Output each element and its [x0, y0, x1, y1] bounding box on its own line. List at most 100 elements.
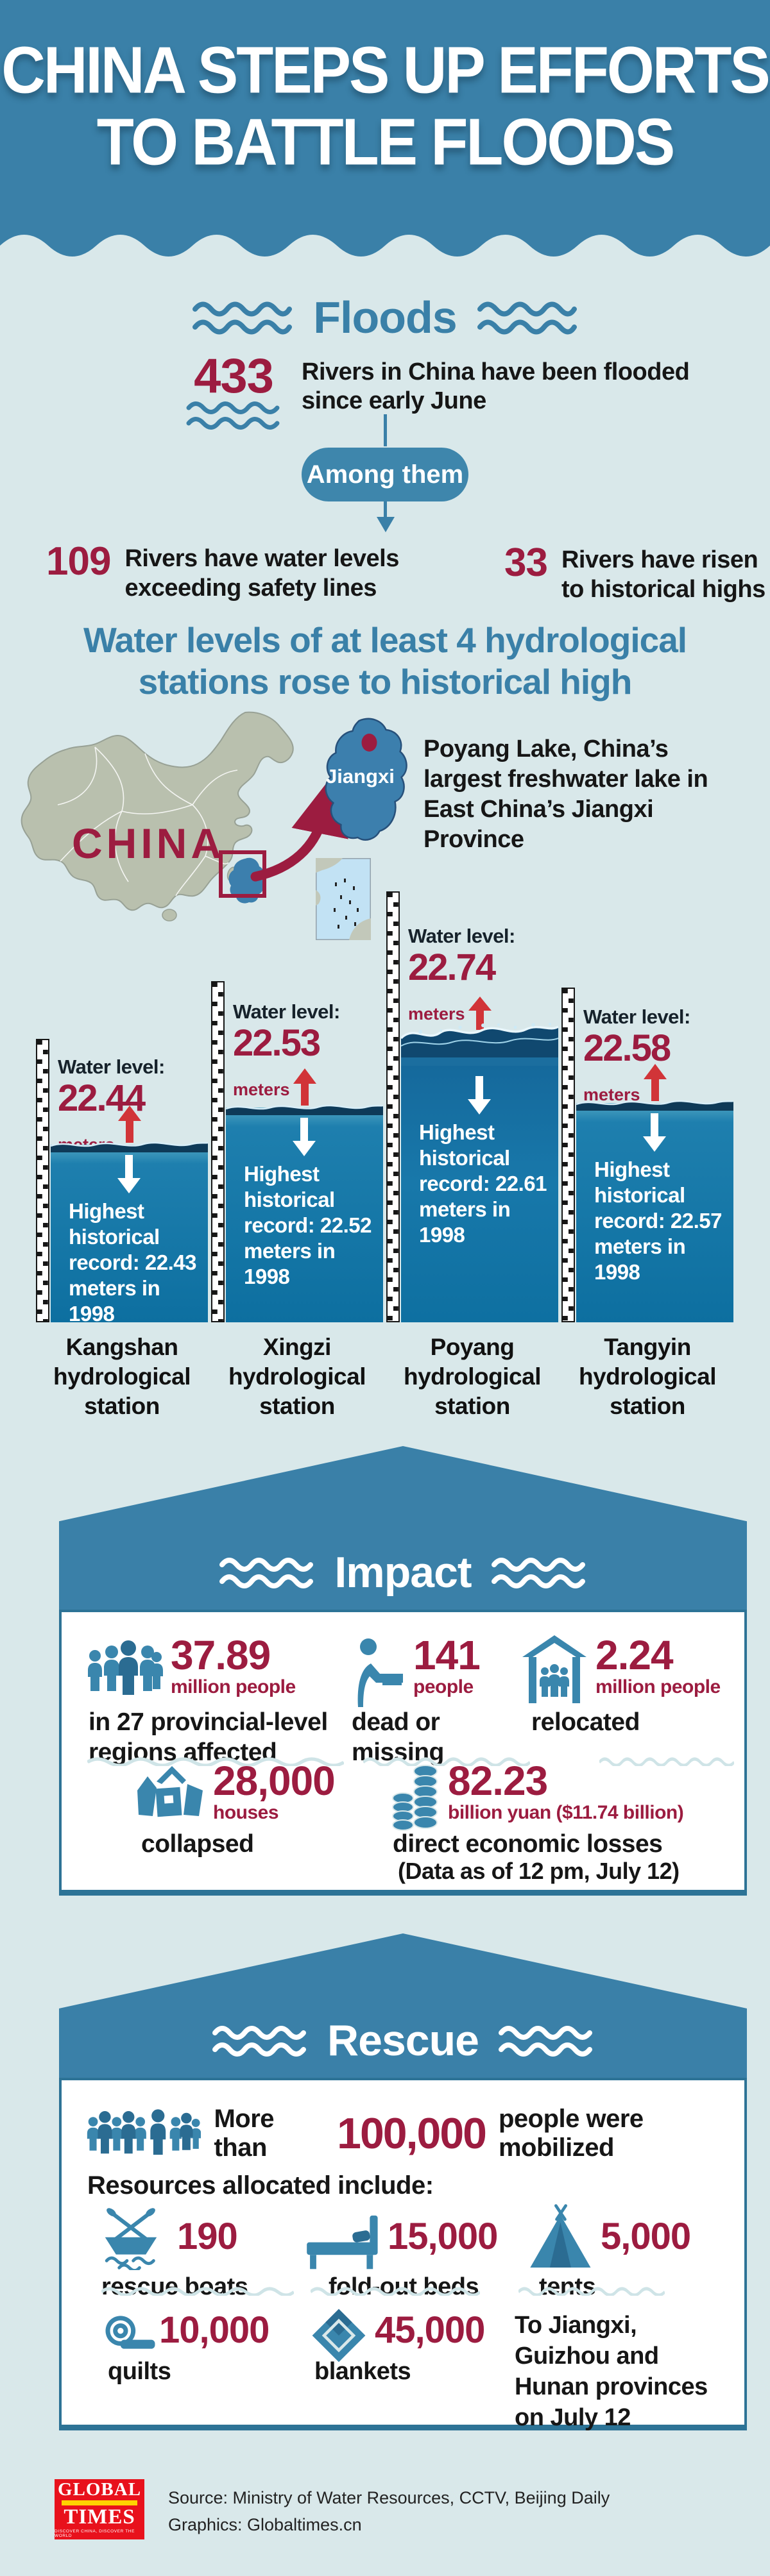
record-arrow-icon	[293, 1118, 316, 1156]
mobilized-prefix: More than	[214, 2105, 275, 2162]
flooded-rivers-text-line2: since early June	[302, 387, 486, 414]
poyang-lake-dot	[361, 734, 377, 752]
stat-label: relocated	[531, 1708, 640, 1736]
stat-number: 141	[413, 1632, 481, 1678]
islands	[334, 879, 359, 929]
stat-unit: million people	[595, 1676, 721, 1697]
mobilized-row: More than 100,000 people were mobilized	[86, 2105, 744, 2162]
impact-heading-row: Impact	[59, 1547, 747, 1597]
record-text: Highest historical record: 22.61 meters …	[419, 1120, 547, 1247]
water-column: Highest historical record: 22.52 meters …	[226, 1104, 383, 1322]
station-name: Kangshan hydrological station	[53, 1334, 191, 1419]
water-level-label: Water level:	[583, 1006, 690, 1028]
substat-safety-lines: 109 Rivers have water levels exceeding s…	[46, 539, 432, 603]
resource-label: tents	[539, 2273, 596, 2300]
logo-line1: GLOBAL	[57, 2479, 142, 2500]
header-banner: CHINA STEPS UP EFFORTS TO BATTLE FLOODS	[0, 0, 770, 257]
water-column: Highest historical record: 22.57 meters …	[576, 1100, 733, 1322]
wave-squiggle-icon	[477, 301, 577, 335]
rescue-banner: Rescue	[59, 1933, 747, 2078]
flooded-rivers-text-line1: Rivers in China have been flooded	[302, 358, 690, 385]
substat-number: 109	[46, 539, 111, 584]
stat-note: (Data as of 12 pm, July 12)	[398, 1858, 680, 1884]
stat-unit: people	[413, 1676, 474, 1697]
divider-squiggle	[363, 1757, 530, 1766]
flooded-rivers-stat: 433 Rivers in China have been flooded si…	[185, 349, 690, 433]
china-map	[21, 711, 294, 922]
stat-label: dead or missing	[352, 1708, 444, 1766]
substat-number: 33	[504, 541, 548, 585]
stat-unit: houses	[213, 1802, 279, 1823]
south-china-sea-inset-map	[316, 858, 371, 940]
rescue-card: More than 100,000 people were mobilized …	[59, 2078, 747, 2431]
impact-banner: Impact	[59, 1446, 747, 1610]
page-title-line2: TO BATTLE FLOODS	[96, 105, 675, 180]
impact-card: 37.89 million people in 27 provincial-le…	[59, 1610, 747, 1896]
record-text: Highest historical record: 22.52 meters …	[244, 1162, 372, 1288]
wave-squiggle-icon	[193, 301, 293, 335]
water-column: Highest historical record: 22.43 meters …	[51, 1141, 208, 1326]
record-text: Highest historical record: 22.43 meters …	[69, 1199, 196, 1326]
header-wave-edge-icon	[0, 235, 770, 257]
poyang-callout-text: Poyang Lake, China’s largest freshwater …	[424, 736, 708, 853]
stat-unit: billion yuan ($11.74 billion)	[448, 1802, 684, 1823]
water-level-unit: meters	[408, 1004, 465, 1023]
collapsed-house-icon	[137, 1766, 203, 1817]
water-surface-icon	[576, 1100, 733, 1111]
resources-intro: Resources allocated include:	[87, 2171, 434, 2200]
water-level-value: 22.53	[233, 1022, 321, 1064]
connector-line	[384, 414, 387, 446]
substat-historical-highs: 33 Rivers have risen to historical highs	[504, 541, 767, 604]
logo-tagline: DISCOVER CHINA, DISCOVER THE WORLD	[55, 2529, 135, 2538]
source-line: Source: Ministry of Water Resources, CCT…	[168, 2488, 610, 2507]
divider-squiggle	[518, 2287, 665, 2296]
hydro-heading-line2: stations rose to historical high	[138, 662, 633, 702]
flooded-rivers-text: Rivers in China have been flooded since …	[302, 358, 690, 433]
water-level-label: Water level:	[408, 925, 515, 947]
rise-arrow-icon	[468, 997, 492, 1030]
quilt-icon	[105, 2316, 155, 2349]
flooded-rivers-number: 433	[194, 349, 274, 403]
rescue-heading: Rescue	[327, 2016, 479, 2065]
wave-squiggle-icon	[212, 2026, 307, 2057]
wave-squiggle-icon	[186, 401, 280, 430]
bed-icon	[307, 2215, 378, 2269]
wave-squiggle-icon	[498, 2026, 592, 2057]
hydro-column-tangyin: Water level: 22.58 meters at 7 am, July …	[561, 891, 733, 1404]
source-credits: Source: Ministry of Water Resources, CCT…	[168, 2484, 610, 2538]
hydro-column-poyang: Water level: 22.74 meters at 7 am, July …	[386, 891, 558, 1404]
impact-stat-casualties: 141 people	[413, 1632, 481, 1698]
stat-label: in 27 provincial-level regions affected	[89, 1708, 328, 1766]
among-them-label: Among them	[306, 460, 464, 489]
divider-squiggle	[101, 2287, 294, 2296]
stat-unit: million people	[171, 1676, 296, 1697]
impact-stat-houses: 28,000 houses	[213, 1760, 336, 1824]
station-name: Tangyin hydrological station	[579, 1334, 716, 1419]
rise-arrow-icon	[118, 1106, 141, 1143]
coins-icon	[392, 1765, 438, 1831]
among-them-pill: Among them	[302, 448, 468, 501]
resource-label: blankets	[314, 2358, 411, 2385]
rise-arrow-icon	[293, 1068, 316, 1106]
floods-heading-row: Floods	[0, 292, 770, 343]
resource-number: 45,000	[375, 2309, 485, 2351]
map-callout-arrow-icon	[250, 777, 348, 882]
resource-number: 5,000	[601, 2216, 691, 2257]
station-name: Xingzi hydrological station	[228, 1334, 366, 1419]
wave-squiggle-icon	[491, 1558, 585, 1588]
resource-label: quilts	[108, 2358, 171, 2385]
crowd-row-icon	[87, 2109, 201, 2155]
water-level-chart: Water level: 22.44 meters at 9 pm, July …	[0, 891, 770, 1419]
mobilized-suffix: people were mobilized	[498, 2105, 644, 2162]
tent-icon	[530, 2204, 591, 2268]
rescue-heading-row: Rescue	[59, 2016, 747, 2066]
page-title: CHINA STEPS UP EFFORTS TO BATTLE FLOODS	[0, 35, 770, 179]
divider-squiggle	[599, 1757, 734, 1766]
stat-label: collapsed	[141, 1830, 254, 1858]
water-level-label: Water level:	[58, 1056, 165, 1078]
stat-number: 2.24	[595, 1632, 674, 1678]
crowd-icon	[88, 1640, 163, 1695]
water-surface-icon	[226, 1104, 383, 1115]
divider-squiggle	[87, 1757, 344, 1766]
